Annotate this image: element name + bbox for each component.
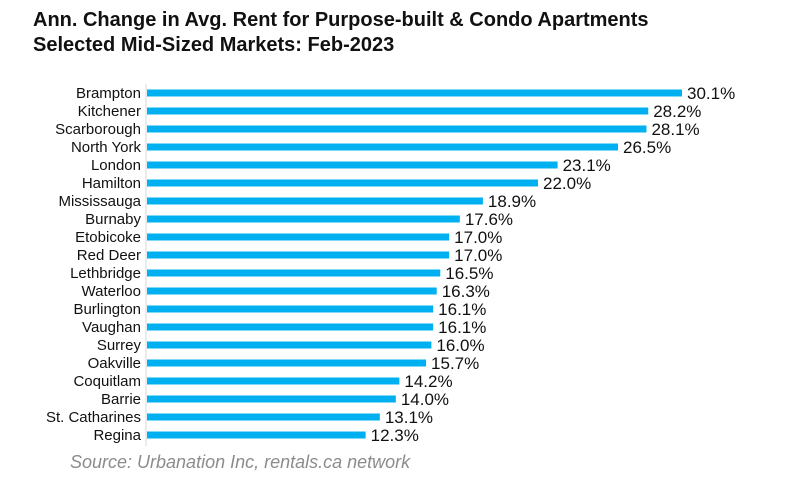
category-label: Oakville: [88, 355, 141, 372]
data-label: 16.5%: [445, 264, 493, 283]
category-label: Scarborough: [55, 121, 141, 138]
bar: [147, 251, 450, 259]
category-label: Regina: [93, 427, 141, 444]
data-label: 16.1%: [438, 318, 486, 337]
category-label: St. Catharines: [46, 409, 141, 426]
data-label: 16.0%: [436, 336, 484, 355]
data-label: 16.3%: [442, 282, 490, 301]
bar: [147, 413, 380, 421]
chart-title: Ann. Change in Avg. Rent for Purpose-bui…: [33, 9, 649, 31]
category-label: Mississauga: [58, 193, 141, 210]
data-label: 22.0%: [543, 174, 591, 193]
category-label: Coquitlam: [73, 373, 141, 390]
category-label: Barrie: [101, 391, 141, 408]
bar: [147, 89, 682, 97]
category-label: North York: [71, 139, 142, 156]
data-label: 17.0%: [454, 246, 502, 265]
bar: [147, 125, 647, 133]
category-label: Etobicoke: [75, 229, 141, 246]
bar: [147, 107, 649, 115]
bar: [147, 377, 400, 385]
bar: [147, 395, 396, 403]
bar: [147, 305, 434, 313]
bar: [147, 161, 558, 169]
data-label: 23.1%: [563, 156, 611, 175]
category-label: Vaughan: [82, 319, 141, 336]
bar: [147, 341, 432, 349]
data-label: 13.1%: [385, 408, 433, 427]
data-label: 26.5%: [623, 138, 671, 157]
bar: [147, 197, 483, 205]
category-label: Red Deer: [77, 247, 141, 264]
data-label: 15.7%: [431, 354, 479, 373]
data-label: 16.1%: [438, 300, 486, 319]
chart-subtitle: Selected Mid-Sized Markets: Feb-2023: [33, 34, 395, 56]
bar: [147, 359, 427, 367]
data-label: 17.0%: [454, 228, 502, 247]
bar: [147, 287, 437, 295]
category-label: Burnaby: [85, 211, 141, 228]
data-label: 28.2%: [653, 102, 701, 121]
data-label: 30.1%: [687, 84, 735, 103]
data-label: 14.2%: [404, 372, 452, 391]
data-label: 28.1%: [651, 120, 699, 139]
bar: [147, 233, 450, 241]
category-label: London: [91, 157, 141, 174]
bars-group: Brampton 30.1% Kitchener 28.2% Scarborough 28…: [46, 84, 735, 445]
bar: [147, 269, 441, 277]
bar: [147, 179, 539, 187]
data-label: 18.9%: [488, 192, 536, 211]
category-label: Hamilton: [82, 175, 141, 192]
category-label: Burlington: [73, 301, 141, 318]
category-label: Waterloo: [82, 283, 141, 300]
category-label: Lethbridge: [70, 265, 141, 282]
category-label: Kitchener: [78, 103, 141, 120]
data-label: 17.6%: [465, 210, 513, 229]
category-label: Brampton: [76, 85, 141, 102]
bar: [147, 143, 619, 151]
data-label: 12.3%: [371, 426, 419, 445]
source-note: Source: Urbanation Inc, rentals.ca netwo…: [70, 452, 411, 472]
bar: [147, 431, 366, 439]
chart-title-block: Ann. Change in Avg. Rent for Purpose-bui…: [33, 8, 649, 58]
data-label: 14.0%: [401, 390, 449, 409]
bar: [147, 323, 434, 331]
category-label: Surrey: [97, 337, 142, 354]
bar: [147, 215, 460, 223]
